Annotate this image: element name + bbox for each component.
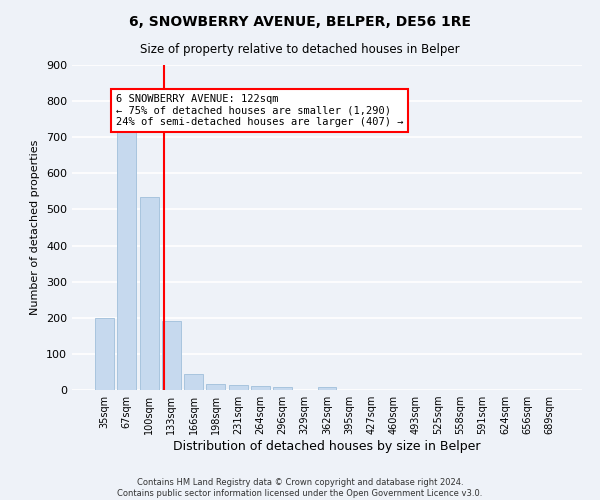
Bar <box>184 374 203 390</box>
Text: Contains HM Land Registry data © Crown copyright and database right 2024.
Contai: Contains HM Land Registry data © Crown c… <box>118 478 482 498</box>
Bar <box>140 197 158 390</box>
Text: Size of property relative to detached houses in Belper: Size of property relative to detached ho… <box>140 42 460 56</box>
Y-axis label: Number of detached properties: Number of detached properties <box>31 140 40 315</box>
X-axis label: Distribution of detached houses by size in Belper: Distribution of detached houses by size … <box>173 440 481 453</box>
Text: 6 SNOWBERRY AVENUE: 122sqm
← 75% of detached houses are smaller (1,290)
24% of s: 6 SNOWBERRY AVENUE: 122sqm ← 75% of deta… <box>116 94 403 127</box>
Bar <box>317 387 337 390</box>
Bar <box>118 132 136 390</box>
Bar <box>162 320 181 390</box>
Bar <box>229 384 248 390</box>
Bar <box>95 318 114 390</box>
Bar <box>273 388 292 390</box>
Bar <box>206 384 225 390</box>
Text: 6, SNOWBERRY AVENUE, BELPER, DE56 1RE: 6, SNOWBERRY AVENUE, BELPER, DE56 1RE <box>129 15 471 29</box>
Bar <box>251 386 270 390</box>
